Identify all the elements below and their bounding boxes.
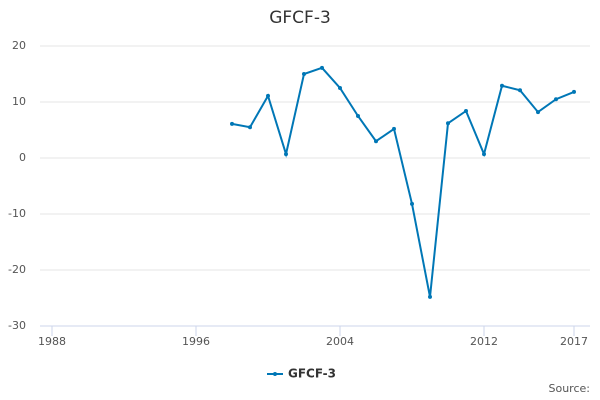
point	[410, 201, 414, 206]
series-line	[231, 66, 575, 298]
point	[338, 86, 342, 90]
x-tick-label: 2012	[470, 335, 498, 348]
point	[572, 89, 576, 94]
point	[356, 114, 360, 118]
x-tick-label: 2017	[560, 335, 588, 348]
point	[302, 72, 306, 76]
source: Source:	[549, 382, 591, 395]
x-tick-label: 2004	[326, 335, 354, 348]
point	[284, 152, 288, 157]
y-tick-label: 0	[19, 151, 26, 164]
x-tick-label: 1996	[182, 335, 210, 348]
point	[554, 97, 558, 102]
point	[518, 88, 522, 93]
y-tick-label: 20	[12, 39, 26, 52]
legend-symbol	[273, 372, 277, 376]
point	[248, 125, 252, 130]
y-tick-label: -10	[8, 207, 26, 220]
point	[230, 121, 234, 126]
y-tick-label: -30	[8, 319, 26, 332]
y-tick-label: -20	[8, 263, 26, 276]
chart-title: GFCF-3	[269, 8, 331, 28]
point	[374, 139, 378, 144]
point	[392, 126, 396, 131]
point	[446, 121, 450, 126]
point	[266, 93, 270, 98]
point	[320, 65, 324, 70]
legend-label: GFCF-3	[288, 367, 336, 381]
x-tick-label: 1988	[38, 335, 66, 348]
point	[500, 83, 504, 88]
point	[464, 108, 468, 113]
point	[428, 294, 432, 299]
point	[482, 152, 486, 157]
y-tick-label: 10	[12, 95, 26, 108]
point	[536, 110, 540, 115]
